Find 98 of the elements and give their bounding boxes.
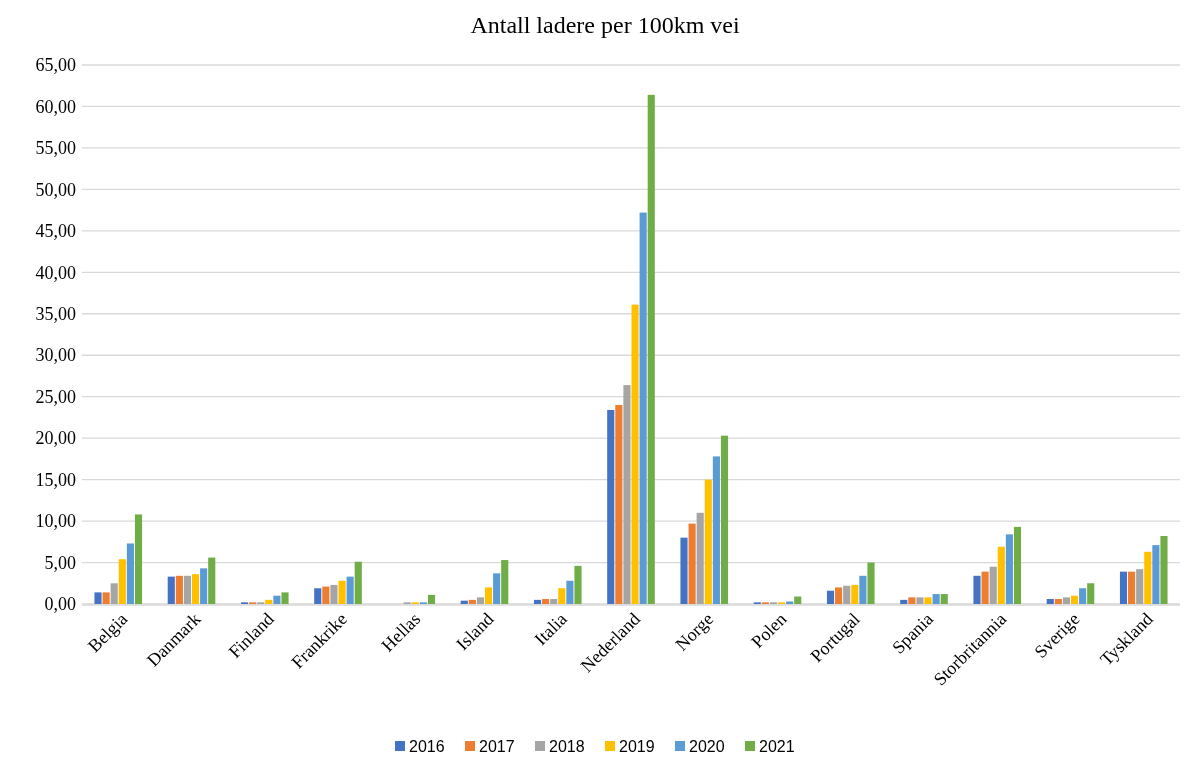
bar — [533, 599, 542, 604]
bar — [720, 435, 729, 604]
bar — [1128, 571, 1136, 604]
legend-label: 2017 — [479, 738, 515, 755]
legend-label: 2020 — [689, 738, 725, 755]
bar — [208, 557, 216, 604]
bar — [183, 575, 192, 604]
bar — [126, 543, 134, 604]
bar — [94, 592, 102, 604]
y-tick-label: 35,00 — [35, 304, 76, 325]
bar — [273, 595, 281, 604]
bar — [1136, 569, 1144, 604]
bar — [1062, 597, 1071, 604]
legend-label: 2021 — [759, 738, 795, 755]
bar — [924, 597, 932, 604]
bar — [631, 304, 639, 604]
bar — [330, 584, 338, 604]
legend-label: 2019 — [619, 738, 655, 755]
bar — [1079, 588, 1087, 604]
bar — [550, 599, 558, 604]
bar — [1054, 599, 1062, 604]
bar — [1046, 599, 1054, 604]
y-tick-label: 20,00 — [35, 428, 76, 449]
bar — [542, 599, 550, 604]
bar — [688, 523, 696, 604]
bar — [118, 559, 126, 604]
bar — [900, 599, 908, 604]
x-tick-label: Italia — [530, 608, 571, 650]
y-tick-label: 40,00 — [35, 262, 76, 283]
bar — [843, 585, 851, 604]
bar — [647, 94, 655, 604]
bar — [134, 514, 143, 604]
bar — [916, 597, 924, 604]
bar — [468, 599, 476, 604]
bar — [997, 546, 1005, 604]
chart-title: Antall ladere per 100km vei — [470, 12, 740, 38]
bar — [989, 566, 997, 604]
bar — [1087, 583, 1095, 604]
bar — [167, 576, 175, 604]
bar — [102, 592, 110, 604]
bar — [826, 590, 835, 604]
bar — [322, 586, 330, 604]
bar — [476, 597, 485, 604]
bar — [200, 568, 208, 604]
bar — [338, 580, 346, 604]
bar — [835, 587, 843, 604]
bar — [175, 575, 183, 604]
bar — [851, 584, 859, 604]
bar — [566, 580, 574, 604]
legend-label: 2018 — [549, 738, 585, 755]
bar — [110, 583, 118, 604]
bar — [794, 596, 802, 604]
bar — [346, 576, 354, 604]
bar — [1152, 545, 1160, 604]
bar — [1013, 526, 1022, 604]
bar — [940, 594, 948, 604]
y-tick-label: 0,00 — [44, 594, 76, 615]
y-tick-label: 5,00 — [44, 552, 76, 573]
bar — [712, 456, 720, 604]
bar — [1160, 536, 1168, 604]
bar — [623, 385, 631, 604]
bar — [607, 409, 615, 604]
y-tick-label: 25,00 — [35, 386, 76, 407]
bar — [281, 592, 289, 604]
bar — [1144, 551, 1152, 604]
bar — [973, 575, 981, 604]
bar — [574, 565, 582, 604]
bar — [354, 561, 362, 604]
bar — [558, 588, 566, 604]
y-tick-label: 15,00 — [35, 469, 76, 490]
bar — [680, 537, 688, 604]
bar — [615, 404, 623, 604]
bar — [493, 573, 501, 604]
y-tick-label: 65,00 — [35, 55, 76, 76]
bar — [704, 479, 712, 604]
bar — [1005, 534, 1013, 604]
y-tick-label: 60,00 — [35, 96, 76, 117]
y-tick-label: 45,00 — [35, 221, 76, 242]
bar — [867, 562, 875, 604]
bar — [265, 599, 273, 604]
bar — [696, 512, 704, 604]
y-tick-label: 30,00 — [35, 345, 76, 366]
bar — [427, 594, 436, 604]
bar — [981, 571, 989, 604]
bar — [859, 575, 867, 604]
y-tick-label: 10,00 — [35, 511, 76, 532]
legend-label: 2016 — [409, 738, 445, 755]
bar — [484, 587, 493, 604]
bar — [639, 212, 647, 604]
bar — [1070, 595, 1079, 604]
bar — [1119, 571, 1128, 604]
bar — [501, 560, 509, 604]
bar — [191, 574, 200, 604]
bar — [932, 594, 940, 604]
y-tick-label: 55,00 — [35, 138, 76, 159]
bar — [314, 588, 322, 604]
y-tick-label: 50,00 — [35, 179, 76, 200]
bar — [908, 597, 916, 604]
